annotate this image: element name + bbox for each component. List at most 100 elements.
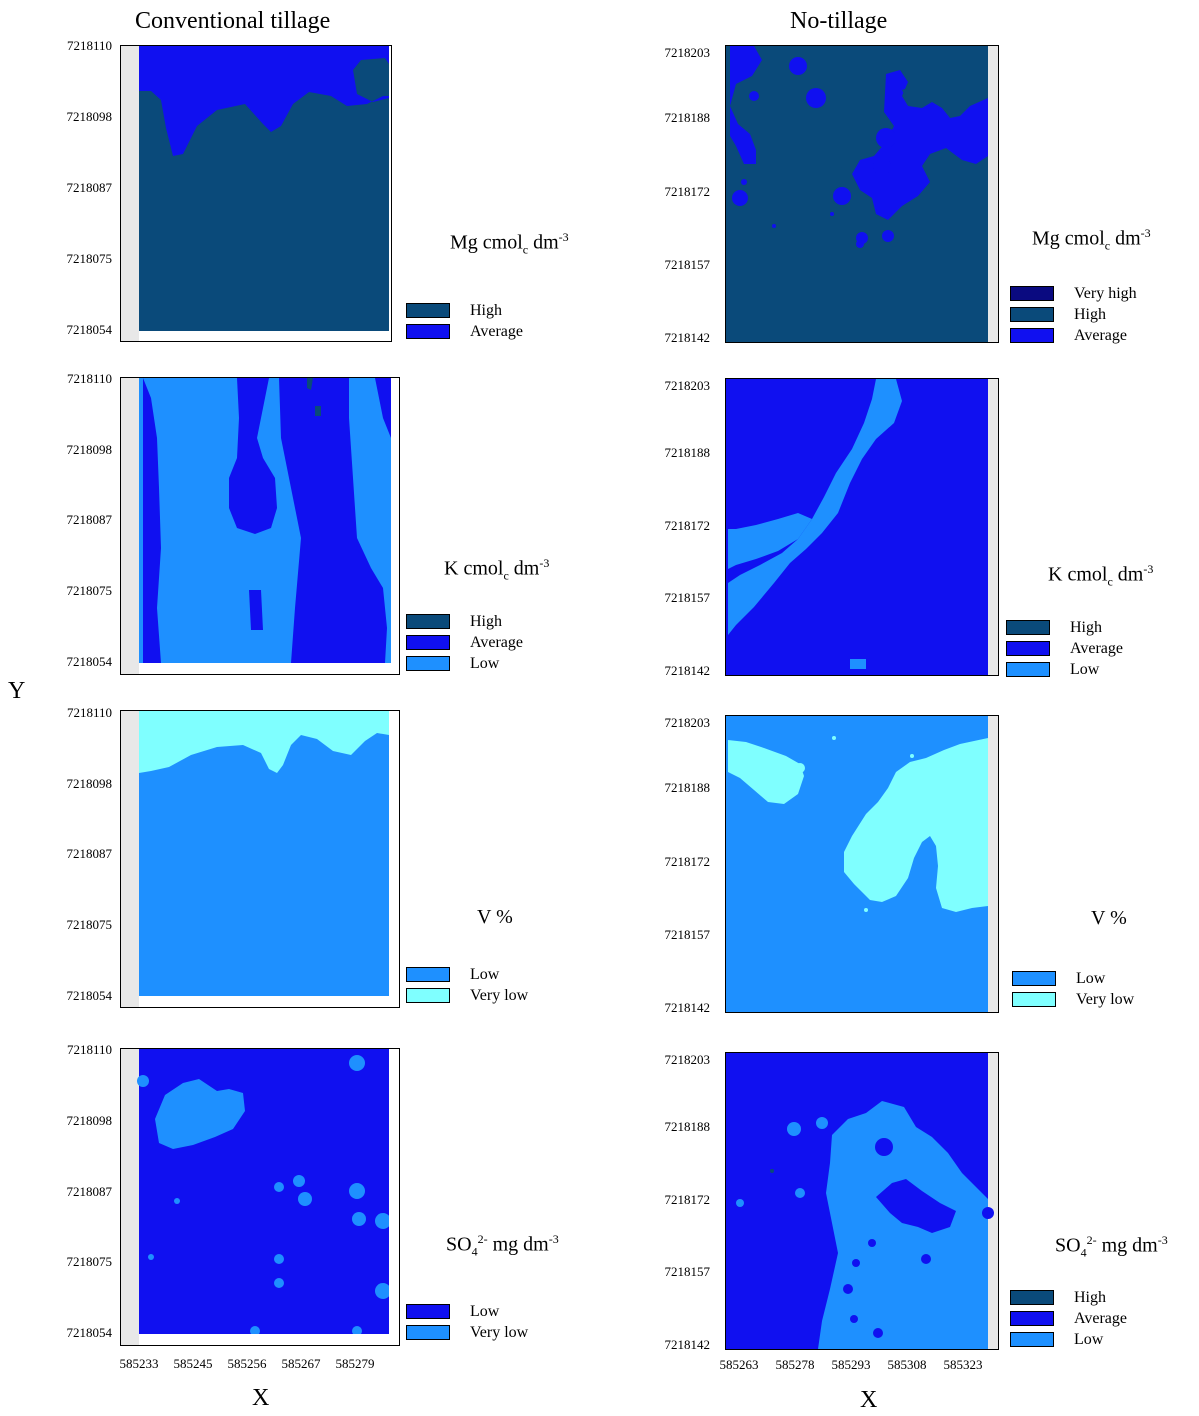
map-ct-mg <box>120 45 392 342</box>
y-tick-nt-so4-2: 7218172 <box>664 1192 711 1207</box>
legend-label: Low <box>470 965 500 983</box>
map-ct-v <box>120 710 400 1008</box>
y-tick-nt-mg-1: 7218188 <box>664 110 711 125</box>
y-tick-ct-mg-2: 7218087 <box>66 180 113 195</box>
y-tick-nt-mg-0: 7218203 <box>664 45 711 60</box>
legend-label: Average <box>470 633 523 651</box>
y-tick-ct-k-0: 7218110 <box>66 371 112 386</box>
legend-swatch <box>406 1304 450 1319</box>
y-tick-ct-v-4: 7218054 <box>66 988 113 1003</box>
legend-nt-so4: High Average Low <box>1010 1287 1127 1350</box>
legend-swatch <box>406 614 450 629</box>
y-tick-ct-k-3: 7218075 <box>66 583 113 598</box>
var-label-ct-v: V % <box>477 906 513 928</box>
y-tick-nt-v-3: 7218157 <box>664 927 711 942</box>
legend-swatch <box>1006 641 1050 656</box>
x-axis-label-nt: X <box>860 1387 878 1413</box>
y-tick-ct-v-2: 7218087 <box>66 846 113 861</box>
legend-swatch <box>406 635 450 650</box>
y-tick-ct-so4-1: 7218098 <box>66 1113 113 1128</box>
y-tick-ct-k-1: 7218098 <box>66 442 113 457</box>
legend-swatch <box>1010 1332 1054 1347</box>
y-axis-label: Y <box>8 678 26 704</box>
y-tick-ct-k-4: 7218054 <box>66 654 113 669</box>
y-tick-ct-so4-3: 7218075 <box>66 1254 113 1269</box>
column-title-conventional: Conventional tillage <box>135 8 331 34</box>
map-nt-mg <box>725 45 999 343</box>
y-tick-nt-so4-1: 7218188 <box>664 1119 711 1134</box>
legend-label: Low <box>1076 969 1106 987</box>
legend-swatch <box>1010 1290 1054 1305</box>
legend-swatch <box>406 324 450 339</box>
y-tick-nt-v-0: 7218203 <box>664 715 711 730</box>
legend-swatch <box>1006 620 1050 635</box>
y-tick-ct-k-2: 7218087 <box>66 512 113 527</box>
map-nt-v <box>725 715 999 1013</box>
y-tick-nt-k-2: 7218172 <box>664 518 711 533</box>
legend-label: Very high <box>1074 284 1137 302</box>
var-label-ct-mg: Mg cmolc dm-3 <box>450 230 569 257</box>
y-tick-ct-mg-3: 7218075 <box>66 251 113 266</box>
legend-swatch <box>1010 307 1054 322</box>
legend-label: High <box>1074 1288 1106 1306</box>
y-tick-nt-so4-3: 7218157 <box>664 1264 711 1279</box>
y-tick-ct-v-1: 7218098 <box>66 776 113 791</box>
map-nt-k <box>725 378 999 676</box>
var-label-nt-v: V % <box>1091 907 1127 929</box>
y-tick-nt-mg-4: 7218142 <box>664 330 711 345</box>
y-tick-ct-mg-1: 7218098 <box>66 109 113 124</box>
x-tick-nt-0: 585263 <box>719 1357 759 1372</box>
legend-label: High <box>1074 305 1106 323</box>
var-label-ct-k: K cmolc dm-3 <box>444 556 550 583</box>
legend-ct-v: Low Very low <box>406 964 528 1006</box>
legend-swatch <box>1006 662 1050 677</box>
x-tick-ct-2: 585256 <box>227 1356 267 1371</box>
y-tick-nt-k-4: 7218142 <box>664 663 711 678</box>
legend-label: Very low <box>470 1323 529 1341</box>
y-tick-nt-k-1: 7218188 <box>664 445 711 460</box>
legend-label: Average <box>1074 1309 1127 1327</box>
legend-label: High <box>470 301 502 319</box>
y-tick-ct-so4-4: 7218054 <box>66 1325 113 1340</box>
y-tick-nt-v-1: 7218188 <box>664 780 711 795</box>
legend-label: Low <box>470 1302 500 1320</box>
map-nt-so4 <box>725 1052 999 1350</box>
legend-ct-mg: High Average <box>406 300 523 342</box>
y-tick-nt-mg-3: 7218157 <box>664 257 711 272</box>
legend-swatch <box>406 988 450 1003</box>
map-ct-so4 <box>120 1048 400 1346</box>
y-tick-nt-so4-0: 7218203 <box>664 1052 711 1067</box>
y-tick-ct-v-0: 7218110 <box>66 705 112 720</box>
y-tick-ct-mg-0: 7218110 <box>66 38 112 53</box>
legend-label: Average <box>1074 326 1127 344</box>
legend-label: High <box>1070 618 1102 636</box>
x-tick-nt-4: 585323 <box>943 1357 983 1372</box>
legend-label: Very low <box>470 986 529 1004</box>
legend-label: Low <box>1074 1330 1104 1348</box>
legend-label: High <box>470 612 502 630</box>
var-label-ct-so4: SO42- mg dm-3 <box>446 1232 559 1259</box>
legend-swatch <box>1012 971 1056 986</box>
x-tick-ct-0: 585233 <box>119 1356 159 1371</box>
legend-swatch <box>406 303 450 318</box>
x-tick-ct-4: 585279 <box>335 1356 375 1371</box>
legend-label: Very low <box>1076 990 1135 1008</box>
y-tick-nt-k-3: 7218157 <box>664 590 711 605</box>
legend-nt-mg: Very high High Average <box>1010 283 1137 346</box>
x-tick-ct-1: 585245 <box>173 1356 213 1371</box>
legend-swatch <box>406 1325 450 1340</box>
y-tick-nt-so4-4: 7218142 <box>664 1337 711 1352</box>
y-tick-nt-v-4: 7218142 <box>664 1000 711 1015</box>
legend-nt-v: Low Very low <box>1012 968 1134 1010</box>
x-tick-nt-3: 585308 <box>887 1357 927 1372</box>
y-tick-nt-v-2: 7218172 <box>664 854 711 869</box>
y-tick-nt-mg-2: 7218172 <box>664 184 711 199</box>
x-tick-nt-2: 585293 <box>831 1357 871 1372</box>
x-tick-ct-3: 585267 <box>281 1356 321 1371</box>
y-tick-ct-so4-2: 7218087 <box>66 1184 113 1199</box>
legend-ct-so4: Low Very low <box>406 1301 528 1343</box>
legend-swatch <box>1010 286 1054 301</box>
legend-label: Low <box>1070 660 1100 678</box>
x-axis-label-ct: X <box>252 1385 270 1411</box>
legend-label: Average <box>1070 639 1123 657</box>
